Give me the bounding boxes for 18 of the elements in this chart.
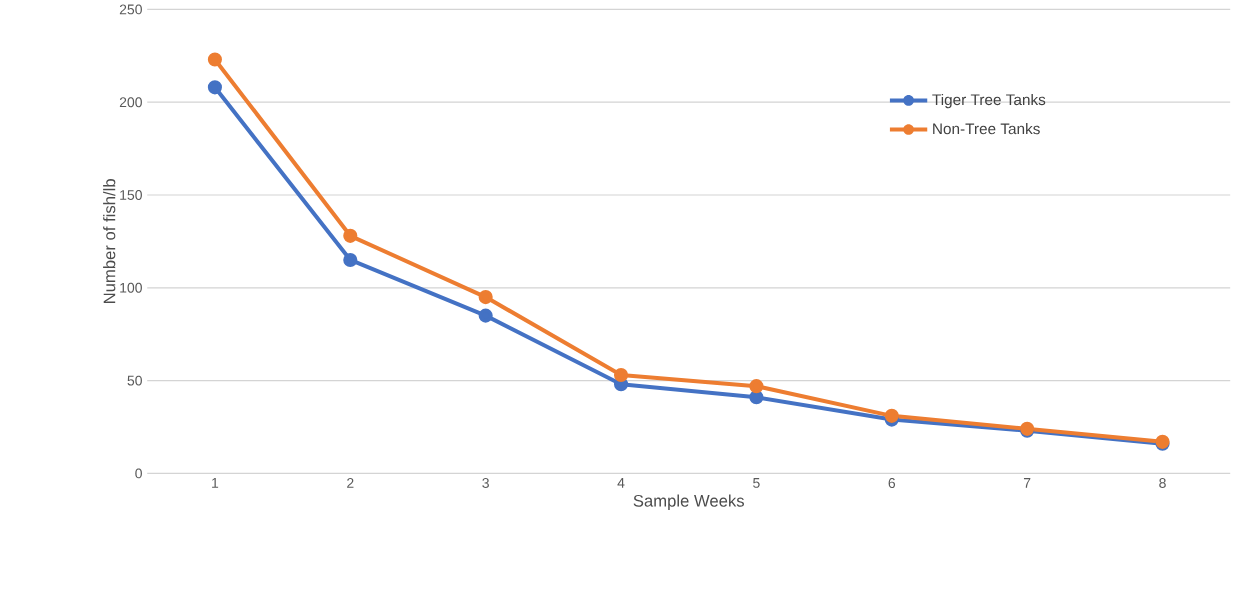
x-tick-label: 5 <box>753 478 760 488</box>
x-tick-label: 1 <box>212 478 219 488</box>
legend-label: Tiger Tree Tanks <box>932 93 1046 109</box>
y-tick-label: 50 <box>127 375 142 386</box>
y-tick-label: 0 <box>135 468 142 479</box>
x-tick-label: 6 <box>888 478 896 488</box>
x-axis-title: Sample Weeks <box>633 494 744 510</box>
y-tick-label: 250 <box>119 4 142 15</box>
y-tick-label: 150 <box>120 189 142 200</box>
x-tick-label: 2 <box>347 478 354 488</box>
legend-label: Non-Tree Tanks <box>933 122 1040 135</box>
x-tick-label: 7 <box>1023 478 1031 488</box>
y-axis-title: Number of fish/lb <box>103 179 116 303</box>
x-tick-label: 3 <box>482 478 489 488</box>
y-tick-label: 200 <box>119 97 142 108</box>
y-tick-label: 100 <box>120 282 142 293</box>
x-tick-label: 4 <box>617 478 625 488</box>
x-tick-label: 8 <box>1159 478 1166 488</box>
